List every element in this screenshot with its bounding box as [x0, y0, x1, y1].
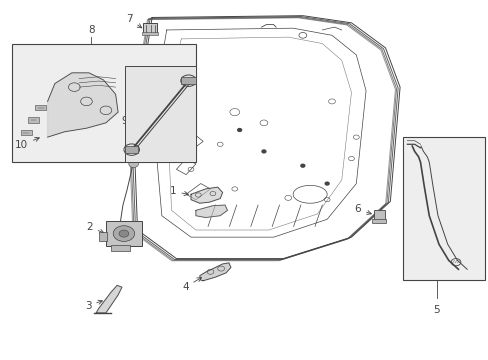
Text: 4: 4 — [182, 278, 201, 292]
Bar — [111, 245, 130, 251]
Circle shape — [128, 160, 138, 167]
Bar — [373, 210, 384, 220]
Bar — [143, 23, 157, 33]
Bar — [35, 105, 46, 111]
Text: 7: 7 — [126, 14, 142, 28]
Bar — [106, 221, 142, 246]
Polygon shape — [47, 73, 118, 137]
Bar — [181, 77, 196, 84]
Bar — [21, 130, 31, 135]
Circle shape — [300, 164, 304, 167]
Bar — [99, 232, 107, 241]
Bar — [125, 66, 196, 162]
Bar — [142, 32, 158, 35]
Polygon shape — [191, 187, 222, 203]
Circle shape — [119, 230, 128, 237]
Text: 2: 2 — [86, 222, 104, 233]
Text: 3: 3 — [84, 300, 102, 311]
Bar — [12, 44, 196, 162]
Bar — [371, 219, 386, 223]
Text: 8: 8 — [88, 25, 95, 35]
Text: 9: 9 — [121, 116, 139, 126]
Bar — [402, 137, 484, 280]
Bar — [125, 146, 138, 153]
Circle shape — [237, 129, 241, 131]
Polygon shape — [96, 285, 122, 313]
Polygon shape — [200, 263, 230, 281]
Bar — [28, 117, 39, 123]
Text: 1: 1 — [169, 186, 188, 197]
Text: 6: 6 — [354, 204, 370, 215]
Circle shape — [325, 182, 328, 185]
Polygon shape — [196, 205, 227, 217]
Text: 10: 10 — [15, 138, 39, 150]
Circle shape — [262, 150, 265, 153]
Circle shape — [113, 226, 134, 242]
Text: 5: 5 — [432, 305, 439, 315]
